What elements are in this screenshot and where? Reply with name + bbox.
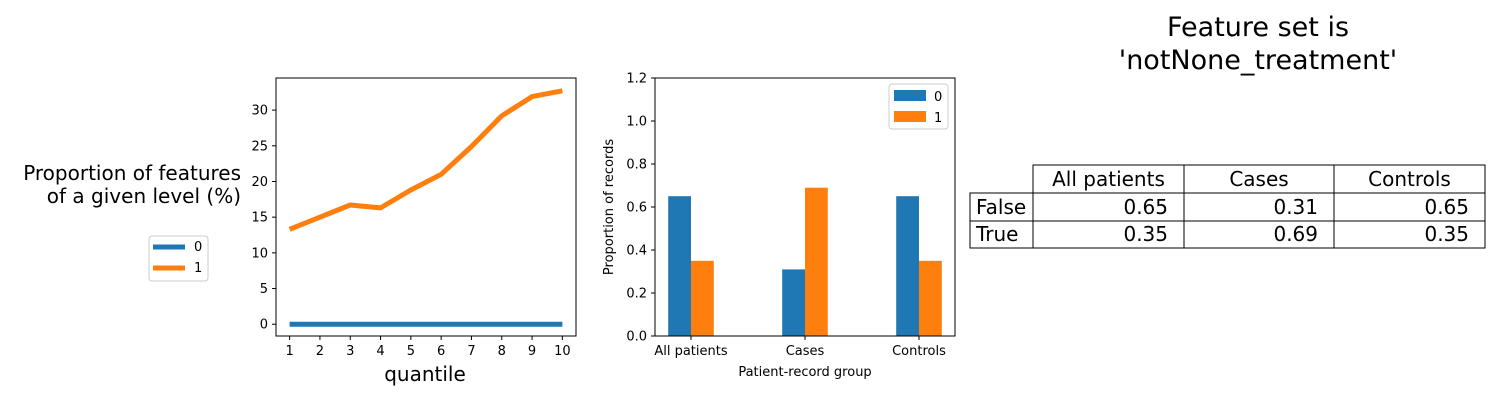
- line-chart-y-ticks: 0 5 10 15 20 25 30: [251, 104, 276, 333]
- line-chart-axes-frame: [275, 77, 577, 337]
- bar-chart-xlabel: Patient-record group: [738, 365, 871, 380]
- table-header-label: All patients: [1052, 167, 1165, 191]
- line-chart-x-tick-label: 2: [316, 344, 324, 359]
- line-chart-x-tick-label: 9: [528, 344, 536, 359]
- table-cell-value: 0.65: [1123, 195, 1168, 219]
- bar-chart-legend-label-0: 0: [934, 90, 942, 105]
- bar-1-1: [805, 187, 828, 336]
- bar-0-1: [782, 269, 805, 336]
- line-chart-x-tick-label: 5: [407, 344, 415, 359]
- table-cell: [1032, 220, 1185, 249]
- line-chart-x-tick-label: 4: [376, 344, 384, 359]
- bar-chart-x-tick-label: Controls: [892, 344, 946, 359]
- line-chart-y-tick-label: 10: [251, 246, 268, 261]
- bar-chart-y-ticks: 0.0 0.2 0.4 0.6 0.8 1.0 1.2: [626, 72, 655, 345]
- bar-chart-y-tick-label: 0.4: [626, 244, 647, 259]
- bar-0-0: [668, 196, 691, 336]
- line-chart-series: [288, 88, 563, 327]
- line-chart-xlabel: quantile: [384, 362, 466, 386]
- line-chart-x-ticks: 1 2 3 4 5 6 7 8 9 10: [285, 336, 571, 359]
- line-chart-x-tick-label: 7: [467, 344, 475, 359]
- bar-chart-x-tick-label: All patients: [654, 344, 728, 359]
- table-title-line-1: Feature set is: [1167, 12, 1349, 43]
- bar-chart-legend-label-1: 1: [934, 111, 942, 126]
- table-cell-value: 0.65: [1424, 195, 1469, 219]
- table-row-label: True: [975, 222, 1018, 246]
- bar-chart-y-tick-label: 0.2: [626, 287, 647, 302]
- bar-chart-y-tick-label: 0.6: [626, 201, 647, 216]
- bar-chart-bars: [668, 187, 942, 337]
- line-series-1: [288, 88, 563, 232]
- table-cell-value: 0.31: [1273, 195, 1318, 219]
- table-row-label: False: [976, 195, 1026, 219]
- line-chart-ylabel-line-1: Proportion of features: [23, 161, 241, 185]
- line-chart-y-tick-label: 30: [251, 104, 268, 119]
- line-chart-y-tick-label: 20: [251, 175, 268, 190]
- bar-chart: 0.0 0.2 0.4 0.6 0.8 1.0 1.2 All patients Cases C…: [602, 72, 956, 380]
- line-chart-y-tick-label: 5: [260, 282, 268, 297]
- bar-chart-y-tick-label: 1.0: [626, 115, 647, 130]
- line-chart-x-tick-label: 1: [285, 344, 293, 359]
- table-cell: [1333, 192, 1486, 222]
- bar-chart-legend-swatch-0: [894, 90, 926, 101]
- bar-chart-y-tick-label: 0.8: [626, 158, 647, 173]
- line-chart-y-tick-label: 25: [251, 139, 268, 154]
- line-chart-ylabel-line-2: of a given level (%): [47, 184, 241, 208]
- table-header-cell: [1333, 164, 1486, 194]
- bar-0-2: [896, 196, 919, 336]
- table-cell: [1183, 220, 1335, 249]
- bar-1-0: [691, 260, 714, 337]
- table-cell-value: 0.69: [1273, 222, 1318, 246]
- summary-table: Feature set is 'notNone_treatment' All p…: [969, 12, 1486, 249]
- bar-chart-ylabel: Proportion of records: [602, 139, 617, 275]
- bar-chart-y-tick-label: 0.0: [626, 330, 647, 345]
- table-cell: [1333, 220, 1486, 249]
- line-chart-legend: 0 1: [148, 235, 209, 282]
- line-chart-x-tick-label: 6: [437, 344, 445, 359]
- table-cell-value: 0.35: [1424, 222, 1469, 246]
- line-chart-x-tick-label: 10: [554, 344, 571, 359]
- line-chart-legend-label-0: 0: [194, 240, 202, 255]
- bar-chart-legend: 0 1: [888, 83, 949, 130]
- bar-chart-legend-swatch-1: [894, 111, 926, 122]
- bar-chart-x-ticks: All patients Cases Controls: [654, 336, 946, 359]
- table-cell-value: 0.35: [1123, 222, 1168, 246]
- bar-chart-x-tick-label: Cases: [786, 344, 825, 359]
- line-chart-y-tick-label: 15: [251, 211, 268, 226]
- table-header-label: Cases: [1229, 167, 1288, 191]
- table-title-line-2: 'notNone_treatment': [1119, 45, 1397, 76]
- table-row-label-cell: [969, 192, 1034, 222]
- line-chart-y-tick-label: 0: [260, 318, 268, 333]
- table-grid: All patients Cases Controls False 0.65 0.31 0.…: [969, 164, 1486, 249]
- line-chart-x-tick-label: 3: [346, 344, 354, 359]
- table-cell: [1183, 192, 1335, 222]
- bar-1-2: [919, 260, 942, 337]
- line-chart-legend-label-1: 1: [194, 261, 202, 276]
- line-chart-x-tick-label: 8: [498, 344, 506, 359]
- bar-chart-y-tick-label: 1.2: [626, 72, 647, 87]
- table-header-label: Controls: [1368, 167, 1451, 191]
